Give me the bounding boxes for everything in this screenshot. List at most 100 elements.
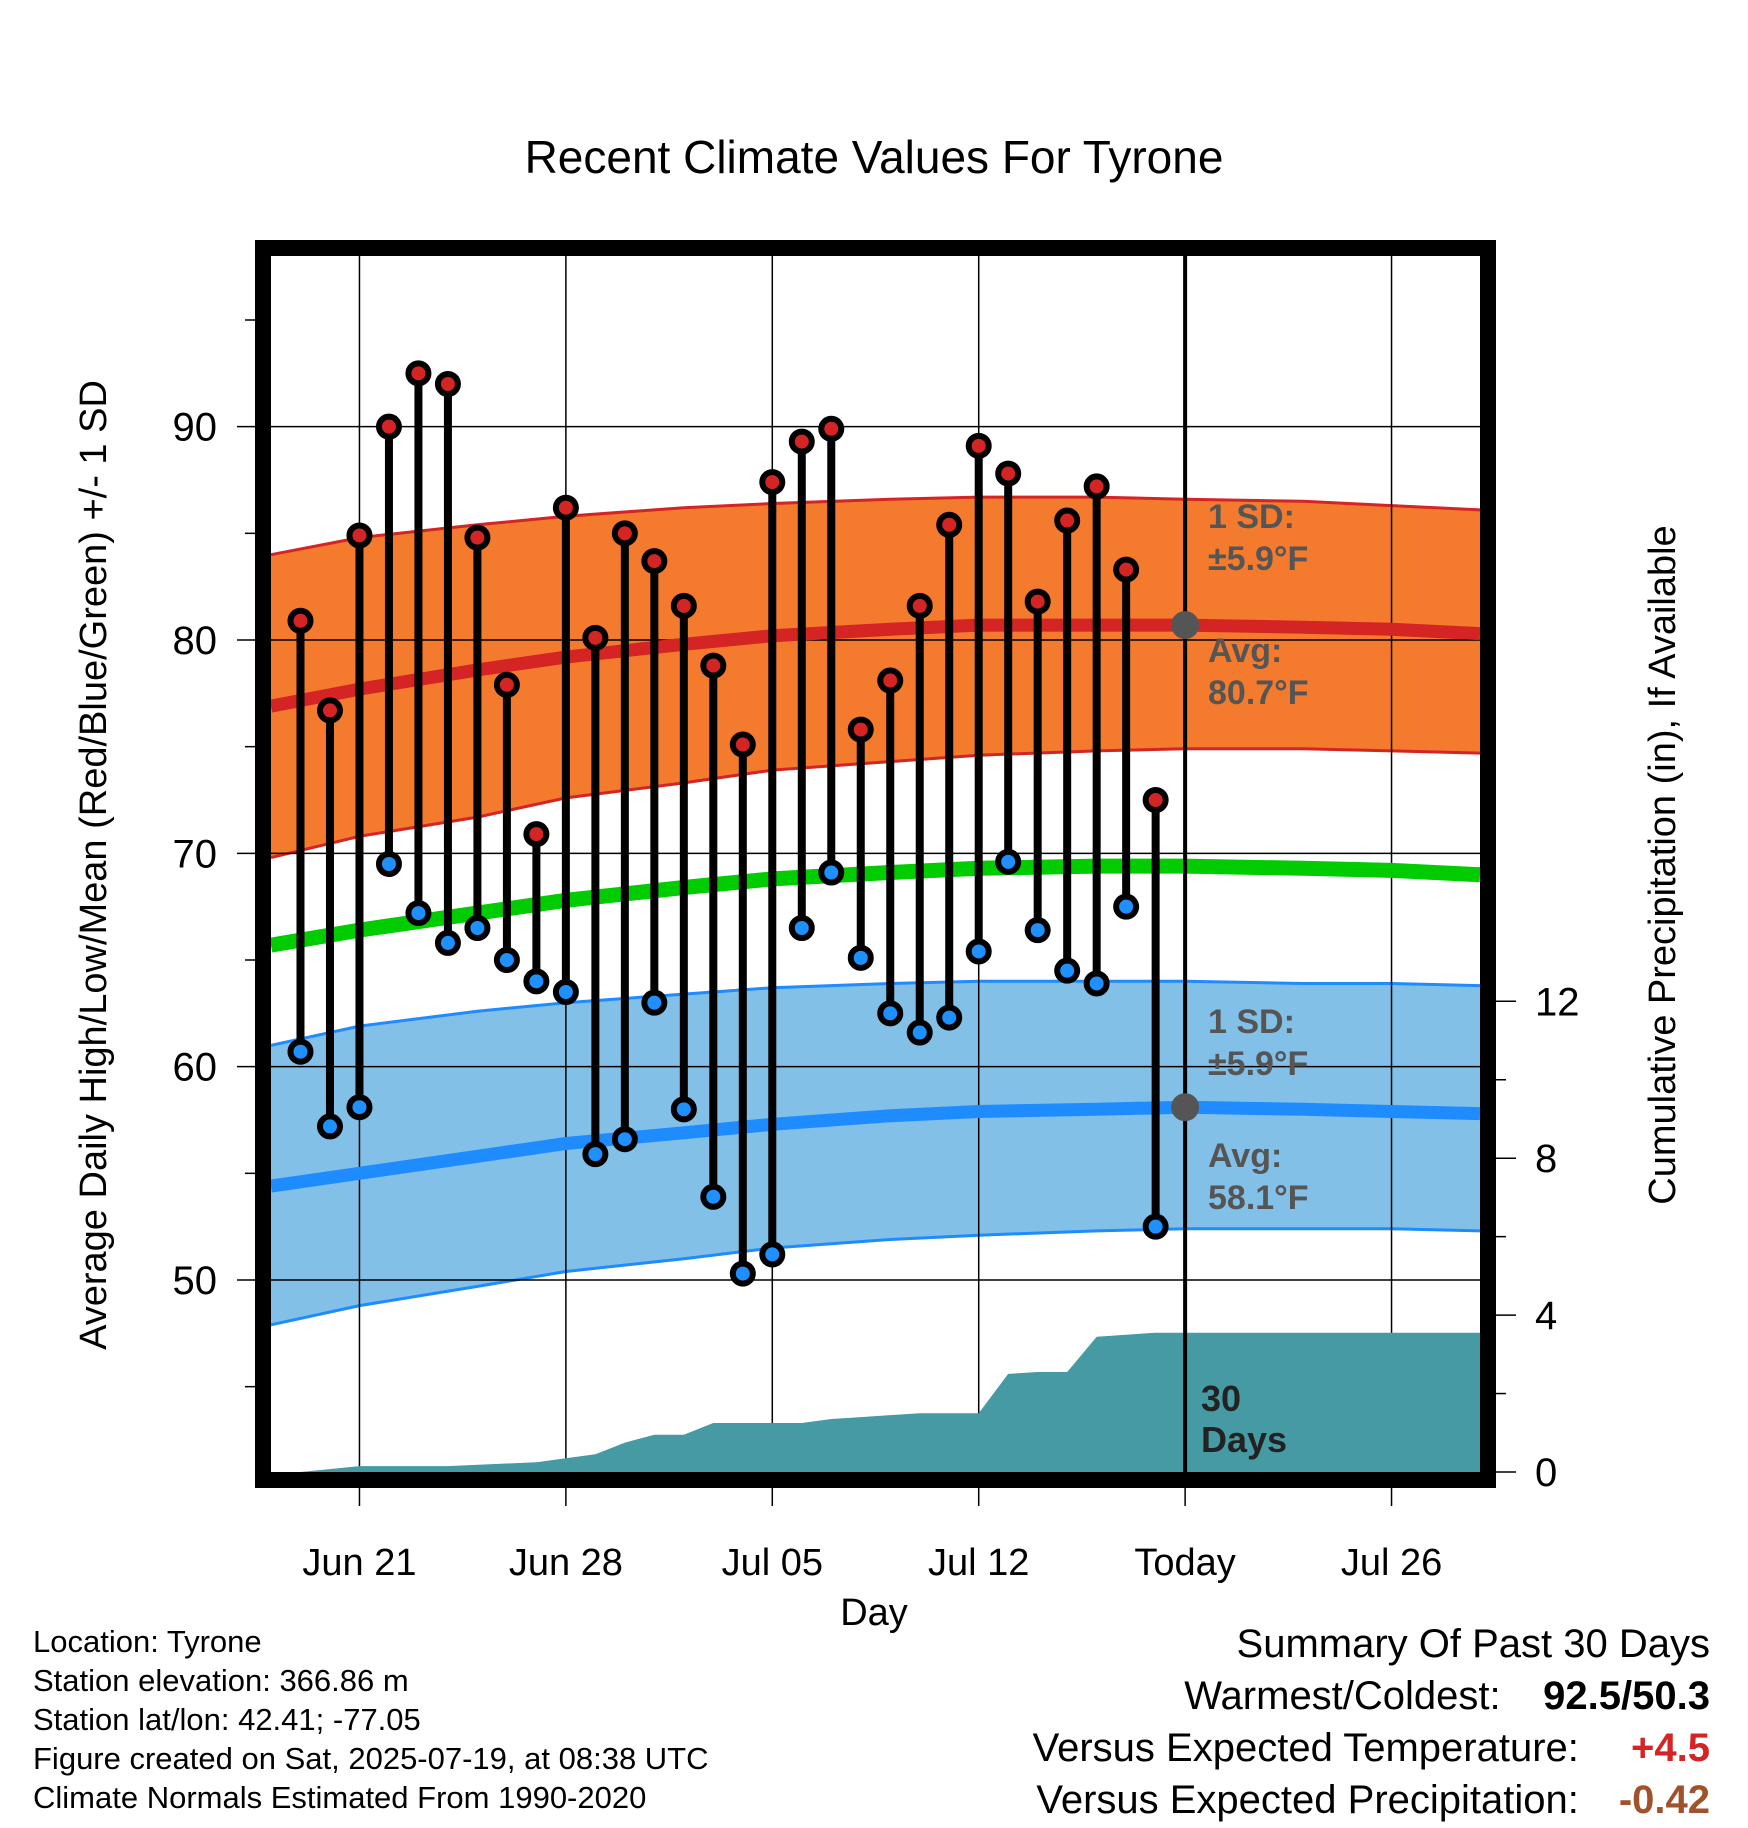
summary-precip: Versus Expected Precipitation: -0.42	[1036, 1778, 1710, 1823]
y-tick-label: 90	[173, 406, 218, 450]
daily-low-point	[700, 1183, 727, 1210]
precip-area	[300, 1332, 1480, 1472]
daily-low-point	[1054, 957, 1081, 984]
summary-warm-cold: Warmest/Coldest: 92.5/50.3	[1184, 1674, 1710, 1719]
x-tick-label: Jul 12	[928, 1542, 1029, 1584]
low-sd-label: 1 SD:	[1208, 1003, 1295, 1041]
summary-temp: Versus Expected Temperature: +4.5	[1033, 1726, 1710, 1771]
y-tick-label: 70	[173, 832, 218, 876]
y-tick-label: 60	[173, 1046, 218, 1090]
low-avg-label: Avg:	[1208, 1137, 1282, 1175]
low-sd-lower-line	[270, 1227, 1481, 1327]
footer-elevation: Station elevation: 366.86 m	[33, 1663, 409, 1698]
low-avg-value: 58.1°F	[1208, 1179, 1309, 1217]
x-tick-label: Today	[1134, 1542, 1235, 1584]
daily-low-point	[1142, 1213, 1169, 1240]
low-sd-band	[271, 981, 1480, 1325]
daily-high-point	[1113, 556, 1140, 583]
daily-high-point	[611, 520, 638, 547]
x-tick-label: Jul 26	[1341, 1542, 1442, 1584]
chart-title: Recent Climate Values For Tyrone	[525, 131, 1224, 183]
high-avg-label: Avg:	[1208, 632, 1282, 670]
daily-low-point	[1113, 893, 1140, 920]
high-sd-label: 1 SD:	[1208, 498, 1295, 536]
daily-low-point	[670, 1096, 697, 1123]
daily-low-point	[611, 1126, 638, 1153]
daily-low-point	[641, 989, 668, 1016]
avg-low-line	[270, 1100, 1481, 1193]
daily-low-point	[582, 1141, 609, 1168]
daily-low-point	[1083, 970, 1110, 997]
summary-precip-label: Versus Expected Precipitation:	[1036, 1778, 1579, 1822]
daily-high-point	[788, 428, 815, 455]
daily-low-point	[316, 1113, 343, 1140]
daily-high-point	[936, 511, 963, 538]
daily-high-point	[759, 469, 786, 496]
daily-high-point	[523, 821, 550, 848]
daily-high-point	[847, 716, 874, 743]
daily-high-point	[700, 652, 727, 679]
daily-low-point	[287, 1038, 314, 1065]
daily-low-point	[906, 1019, 933, 1046]
high-avg-value: 80.7°F	[1208, 674, 1309, 712]
daily-high-point	[316, 697, 343, 724]
daily-high-point	[670, 592, 697, 619]
daily-high-point	[1024, 588, 1051, 615]
daily-high-point	[877, 667, 904, 694]
y-tick-label: 80	[173, 619, 218, 663]
daily-low-point	[346, 1094, 373, 1121]
daily-low-point	[995, 848, 1022, 875]
y2-axis-label: Cumulative Precipitation (in), If Availa…	[1642, 525, 1684, 1204]
summary-warm-cold-label: Warmest/Coldest:	[1184, 1674, 1501, 1718]
daily-low-point	[877, 1000, 904, 1027]
today-days-label-2: Days	[1201, 1419, 1287, 1460]
low-sd-value: ±5.9°F	[1208, 1045, 1308, 1083]
today-days-label: 30	[1201, 1378, 1241, 1419]
y2-tick-label: 0	[1535, 1451, 1557, 1495]
x-tick-label: Jul 05	[722, 1542, 823, 1584]
footer-location: Location: Tyrone	[33, 1624, 262, 1659]
today-avg-low-marker	[1171, 1093, 1200, 1122]
today-avg-high-marker	[1171, 611, 1200, 640]
daily-high-point	[995, 460, 1022, 487]
daily-low-point	[375, 851, 402, 877]
daily-high-point	[434, 371, 461, 397]
x-tick-label: Jun 28	[509, 1542, 623, 1584]
summary-warm-cold-value: 92.5/50.3	[1543, 1674, 1710, 1718]
high-sd-band	[271, 497, 1480, 858]
daily-low-point	[818, 859, 845, 886]
x-tick-label: Jun 21	[302, 1542, 416, 1584]
x-axis-label: Day	[840, 1592, 908, 1634]
y-axis-label: Average Daily High/Low/Mean (Red/Blue/Gr…	[73, 380, 115, 1350]
daily-low-point	[464, 915, 491, 941]
daily-high-point	[906, 592, 933, 619]
daily-high-point	[1142, 787, 1169, 813]
daily-high-point	[287, 607, 314, 634]
daily-low-point	[759, 1241, 786, 1268]
summary-temp-value: +4.5	[1631, 1726, 1710, 1770]
daily-low-point	[965, 938, 992, 965]
daily-high-point	[729, 731, 756, 758]
footer-latlon: Station lat/lon: 42.41; -77.05	[33, 1702, 421, 1737]
daily-low-point	[552, 979, 579, 1005]
daily-high-point	[1054, 507, 1081, 534]
plot-frame	[255, 240, 1496, 1488]
daily-high-point	[818, 415, 845, 442]
daily-high-point	[1083, 473, 1110, 500]
daily-high-point	[405, 360, 432, 387]
daily-low-point	[405, 900, 432, 927]
daily-high-point	[493, 671, 520, 698]
daily-low-point	[493, 947, 520, 973]
footer-normals-note: Climate Normals Estimated From 1990-2020	[33, 1780, 647, 1815]
daily-high-point	[552, 494, 579, 521]
y2-tick-label: 4	[1535, 1294, 1557, 1338]
daily-high-point	[464, 524, 491, 551]
daily-low-point	[847, 944, 874, 971]
daily-high-point	[375, 413, 402, 440]
daily-low-point	[523, 968, 550, 995]
high-sd-value: ±5.9°F	[1208, 540, 1308, 578]
footer-created: Figure created on Sat, 2025-07-19, at 08…	[33, 1741, 709, 1776]
summary-precip-value: -0.42	[1618, 1778, 1710, 1822]
daily-low-point	[936, 1004, 963, 1031]
